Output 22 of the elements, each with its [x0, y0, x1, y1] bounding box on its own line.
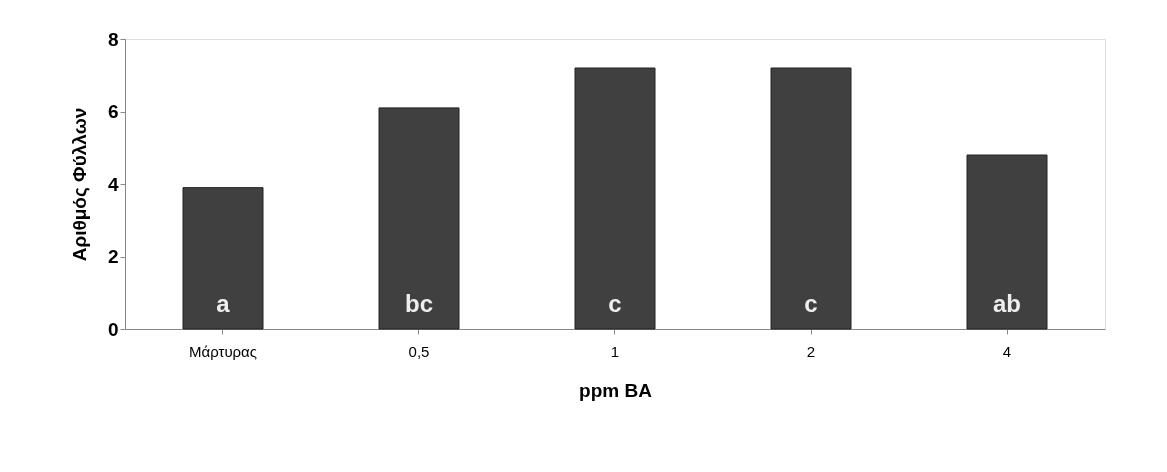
annotation: ab: [992, 290, 1022, 317]
x-tick-label: Μάρτυρας: [188, 342, 258, 360]
bar: [378, 107, 460, 330]
annotation: c: [804, 290, 818, 317]
y-axis-title: Αριθμός Φύλλων: [68, 107, 90, 262]
annotation: bc: [404, 290, 434, 317]
x-tick-label: 1: [610, 342, 620, 360]
x-tick-label: 2: [806, 342, 816, 360]
bar: [966, 154, 1048, 330]
bar: [770, 67, 852, 330]
annotation: c: [608, 290, 622, 317]
x-axis-title: ppm BA: [579, 379, 653, 401]
y-tick-label: 8: [107, 28, 119, 50]
y-tick-label: 2: [107, 246, 119, 267]
bar: [574, 67, 656, 330]
y-tick-label: 6: [107, 101, 119, 122]
bar: [182, 187, 264, 330]
x-tick-label: 4: [1002, 342, 1012, 360]
x-tick-label: 0,5: [408, 342, 430, 360]
annotation: a: [216, 290, 231, 317]
y-tick-label: 0: [107, 318, 119, 340]
y-tick-label: 4: [107, 173, 119, 195]
